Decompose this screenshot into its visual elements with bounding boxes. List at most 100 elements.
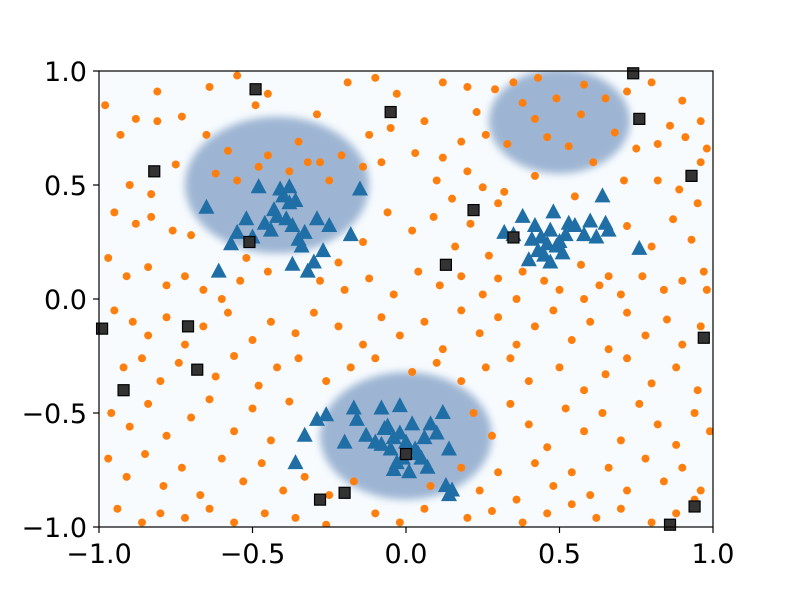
dot-point	[113, 504, 122, 513]
dot-point	[653, 420, 662, 429]
dot-point	[180, 340, 189, 349]
dot-point	[463, 513, 472, 522]
dot-point	[125, 422, 134, 431]
dot-point	[696, 158, 705, 167]
triangle-point	[391, 424, 408, 440]
dot-point	[251, 101, 260, 110]
dot-point	[589, 158, 598, 167]
triangle-point	[526, 217, 543, 233]
triangle-point	[542, 253, 559, 269]
dot-point	[122, 272, 131, 281]
dot-point	[601, 94, 610, 103]
square-point	[384, 105, 397, 119]
dot-point	[494, 274, 503, 283]
triangle-point	[358, 426, 375, 442]
dot-point	[481, 363, 490, 372]
dot-point	[543, 133, 552, 142]
dot-point	[239, 477, 248, 486]
square-point	[663, 518, 677, 531]
dot-point	[524, 420, 533, 429]
dot-point	[159, 481, 168, 490]
dot-point	[254, 162, 263, 171]
dot-point	[586, 491, 595, 500]
dot-point	[141, 450, 150, 459]
dot-point	[322, 377, 331, 386]
dot-point	[564, 142, 573, 151]
y-tick-label: −0.5	[21, 399, 87, 430]
dot-point	[386, 124, 395, 132]
dot-point	[659, 477, 668, 486]
dot-point	[659, 285, 668, 294]
dot-point	[543, 443, 552, 452]
triangle-point	[342, 226, 359, 242]
triangle-point	[229, 223, 246, 239]
dot-point	[457, 137, 466, 146]
dot-point	[420, 117, 429, 126]
dot-point	[438, 78, 447, 87]
triangle-point	[308, 210, 325, 226]
square-point	[95, 322, 109, 335]
triangle-point	[284, 217, 301, 233]
dot-point	[174, 358, 183, 367]
dot-point	[635, 399, 644, 408]
dot-point	[196, 491, 205, 500]
dot-point	[168, 226, 177, 235]
dot-point	[199, 285, 208, 294]
dot-point	[131, 114, 140, 123]
dot-point	[322, 520, 331, 527]
triangle-point	[308, 410, 325, 426]
dot-point	[110, 208, 119, 217]
dot-point	[144, 399, 153, 408]
dot-point	[580, 427, 589, 436]
dot-point	[518, 98, 527, 107]
dot-point	[666, 121, 675, 130]
dot-point	[337, 151, 346, 160]
dot-point	[567, 500, 576, 509]
dot-point	[144, 331, 153, 340]
dot-point	[309, 308, 318, 317]
dot-point	[177, 112, 186, 121]
dot-point	[435, 281, 444, 290]
dot-point	[426, 481, 435, 490]
dot-point	[500, 187, 509, 196]
square-point	[313, 493, 327, 506]
triangle-point	[296, 223, 313, 239]
dot-point	[162, 313, 171, 322]
square-point	[627, 67, 640, 80]
dot-point	[512, 495, 521, 504]
triangle-point	[262, 221, 279, 237]
dot-point	[263, 267, 272, 276]
dot-point	[371, 354, 380, 363]
triangle-point	[422, 415, 439, 431]
dot-point	[107, 409, 116, 417]
dot-point	[647, 242, 656, 251]
dot-point	[484, 251, 493, 260]
dot-point	[687, 235, 696, 244]
dot-point	[475, 486, 484, 495]
dot-point	[623, 87, 632, 96]
triangle-point	[554, 244, 571, 260]
triangle-point	[401, 463, 418, 479]
dot-point	[294, 354, 303, 363]
triangle-point	[416, 429, 433, 445]
dot-point	[610, 128, 619, 137]
square-series	[95, 67, 710, 531]
dot-point	[429, 212, 438, 221]
square-point	[399, 447, 413, 461]
dot-point	[294, 137, 303, 146]
dot-point	[230, 427, 239, 436]
dot-point	[316, 276, 325, 285]
y-tick-label: −1.0	[21, 513, 87, 544]
triangle-point	[542, 221, 559, 237]
dot-point	[392, 89, 401, 98]
dot-point	[487, 431, 496, 440]
dot-point	[681, 133, 690, 142]
dot-point	[137, 354, 146, 363]
dot-point	[359, 340, 368, 349]
dot-point	[420, 317, 429, 326]
dot-point	[279, 486, 288, 495]
dot-point	[365, 130, 374, 139]
dot-point	[623, 308, 632, 317]
dot-point	[162, 431, 171, 440]
dot-point	[334, 322, 343, 331]
